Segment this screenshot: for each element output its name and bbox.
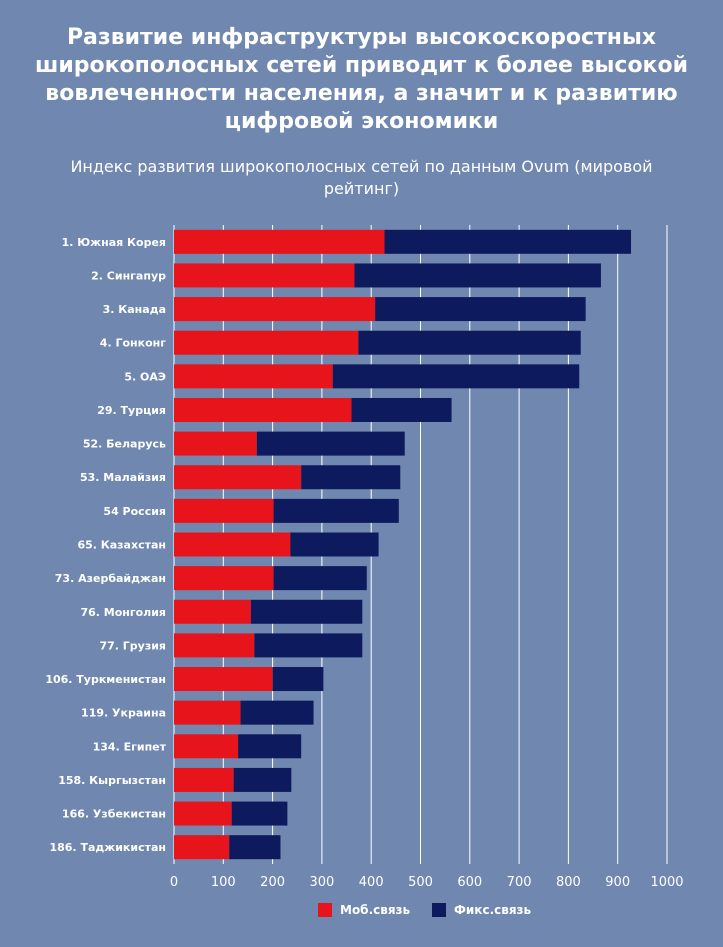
category-label: 119. Украина xyxy=(81,707,166,720)
x-tick-label: 1000 xyxy=(650,875,683,890)
x-tick-label: 200 xyxy=(260,875,285,890)
x-tick-label: 0 xyxy=(170,875,178,890)
category-label: 106. Туркменистан xyxy=(45,673,166,686)
bar-mobile xyxy=(174,734,239,759)
bar-fixed xyxy=(273,498,399,523)
bar-mobile xyxy=(174,330,359,355)
bar-mobile xyxy=(174,397,352,422)
x-tick-label: 300 xyxy=(309,875,334,890)
category-label: 65. Казахстан xyxy=(77,539,166,552)
category-label: 29. Турция xyxy=(97,404,166,417)
bar-fixed xyxy=(384,229,632,254)
bar-fixed xyxy=(301,465,401,490)
bar-fixed xyxy=(354,263,601,288)
bar-mobile xyxy=(174,700,241,725)
bar-fixed xyxy=(229,835,281,860)
category-label: 134. Египет xyxy=(93,740,167,753)
category-label: 53. Малайзия xyxy=(80,471,166,484)
legend: Моб.связь Фикс.связь xyxy=(0,903,723,923)
category-label: 54 Россия xyxy=(103,505,166,518)
bar-fixed xyxy=(256,431,405,456)
category-label: 166. Узбекистан xyxy=(62,808,166,821)
chart-subtitle: Индекс развития широкополосных сетей по … xyxy=(70,157,653,198)
bar-mobile xyxy=(174,229,385,254)
category-label: 5. ОАЭ xyxy=(124,370,166,383)
bar-fixed xyxy=(254,633,363,658)
category-label: 52. Беларусь xyxy=(83,438,166,451)
x-tick-label: 700 xyxy=(507,875,532,890)
bar-mobile xyxy=(174,263,355,288)
category-label: 186. Таджикистан xyxy=(49,841,166,854)
bar-fixed xyxy=(238,734,302,759)
bar-fixed xyxy=(250,599,363,624)
bar-fixed xyxy=(233,767,292,792)
bar-mobile xyxy=(174,599,251,624)
bar-fixed xyxy=(272,667,324,692)
category-label: 4. Гонконг xyxy=(100,337,166,350)
bar-chart: 1. Южная Корея 2. Сингапур 3. Канада 4. Гон… xyxy=(45,225,684,890)
bar-mobile xyxy=(174,633,255,658)
bar-fixed xyxy=(273,566,367,591)
bar-mobile xyxy=(174,835,230,860)
category-label: 158. Кыргызстан xyxy=(58,774,166,787)
x-tick-label: 800 xyxy=(556,875,581,890)
legend-swatch-mobile xyxy=(318,903,332,917)
legend-item-fixed: Фикс.связь xyxy=(432,903,531,917)
category-label: 1. Южная Корея xyxy=(62,236,166,249)
legend-swatch-fixed xyxy=(432,903,446,917)
bar-mobile xyxy=(174,532,291,557)
category-label: 77. Грузия xyxy=(99,639,166,652)
category-label: 2. Сингапур xyxy=(91,269,166,282)
x-tick-label: 100 xyxy=(211,875,236,890)
bar-fixed xyxy=(358,330,581,355)
bar-fixed xyxy=(351,397,452,422)
x-tick-label: 500 xyxy=(408,875,433,890)
bar-mobile xyxy=(174,498,274,523)
legend-label-fixed: Фикс.связь xyxy=(454,903,532,917)
category-label: 73. Азербайджан xyxy=(55,572,166,585)
x-tick-label: 900 xyxy=(605,875,630,890)
bar-mobile xyxy=(174,364,333,389)
category-label: 3. Канада xyxy=(103,303,166,316)
chart-title: Развитие инфраструктуры высокоскоростных… xyxy=(34,25,689,134)
bar-fixed xyxy=(375,297,586,322)
bar-fixed xyxy=(231,801,288,826)
bar-mobile xyxy=(174,465,302,490)
bar-mobile xyxy=(174,667,273,692)
bar-fixed xyxy=(332,364,580,389)
bar-mobile xyxy=(174,431,257,456)
bar-mobile xyxy=(174,767,234,792)
bar-fixed xyxy=(290,532,379,557)
bar-fixed xyxy=(240,700,314,725)
bar-mobile xyxy=(174,297,376,322)
x-tick-label: 400 xyxy=(359,875,384,890)
legend-item-mobile: Моб.связь xyxy=(318,903,410,917)
legend-label-mobile: Моб.связь xyxy=(340,903,411,917)
bar-mobile xyxy=(174,801,232,826)
bar-mobile xyxy=(174,566,274,591)
x-tick-label: 600 xyxy=(457,875,482,890)
category-label: 76. Монголия xyxy=(80,606,166,619)
